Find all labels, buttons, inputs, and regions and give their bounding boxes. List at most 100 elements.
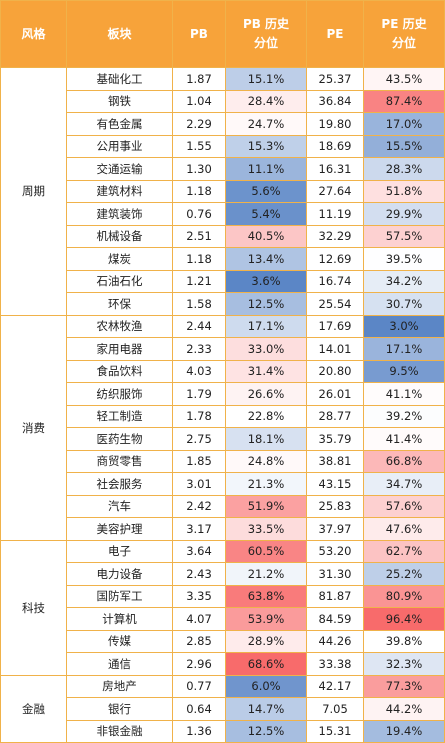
pb-cell: 3.01	[172, 472, 226, 496]
pe-cell: 27.64	[306, 179, 364, 203]
pb-cell: 4.07	[172, 607, 226, 631]
pb-percentile-cell: 12.5%	[225, 292, 307, 316]
table-row: 食品饮料 4.03 31.4% 20.80 9.5%	[1, 359, 445, 383]
pe-percentile-cell: 9.5%	[363, 359, 445, 383]
table-row: 计算机 4.07 53.9% 84.59 96.4%	[1, 607, 445, 631]
pe-percentile-cell: 34.2%	[363, 269, 445, 293]
table-row: 钢铁 1.04 28.4% 36.84 87.4%	[1, 89, 445, 113]
pb-cell: 1.87	[172, 67, 226, 91]
pb-cell: 1.36	[172, 719, 226, 743]
pb-percentile-cell: 40.5%	[225, 224, 307, 248]
header-pe: PE	[306, 0, 364, 68]
pe-percentile-cell: 28.3%	[363, 157, 445, 181]
sector-cell: 电力设备	[66, 562, 173, 586]
pb-cell: 0.76	[172, 202, 226, 226]
sector-cell: 钢铁	[66, 89, 173, 113]
pb-cell: 1.21	[172, 269, 226, 293]
sector-cell: 社会服务	[66, 472, 173, 496]
table-row: 医药生物 2.75 18.1% 35.79 41.4%	[1, 427, 445, 451]
pb-percentile-cell: 31.4%	[225, 359, 307, 383]
pe-cell: 35.79	[306, 427, 364, 451]
pe-cell: 19.80	[306, 112, 364, 136]
pe-percentile-cell: 29.9%	[363, 202, 445, 226]
pb-cell: 1.79	[172, 382, 226, 406]
pb-percentile-cell: 17.1%	[225, 314, 307, 338]
table-row: 机械设备 2.51 40.5% 32.29 57.5%	[1, 224, 445, 248]
table-row: 商贸零售 1.85 24.8% 38.81 66.8%	[1, 449, 445, 473]
table-row: 美容护理 3.17 33.5% 37.97 47.6%	[1, 517, 445, 541]
sector-cell: 家用电器	[66, 337, 173, 361]
table-row: 通信 2.96 68.6% 33.38 32.3%	[1, 652, 445, 676]
pb-cell: 3.17	[172, 517, 226, 541]
sector-cell: 通信	[66, 652, 173, 676]
pe-percentile-cell: 25.2%	[363, 562, 445, 586]
pb-cell: 2.33	[172, 337, 226, 361]
sector-cell: 计算机	[66, 607, 173, 631]
pe-percentile-cell: 43.5%	[363, 67, 445, 91]
sector-cell: 美容护理	[66, 517, 173, 541]
pb-percentile-cell: 18.1%	[225, 427, 307, 451]
pe-cell: 25.37	[306, 67, 364, 91]
table-row: 金融 房地产 0.77 6.0% 42.17 77.3%	[0, 674, 445, 743]
table-row: 煤炭 1.18 13.4% 12.69 39.5%	[1, 247, 445, 271]
pb-percentile-cell: 24.8%	[225, 449, 307, 473]
pe-percentile-cell: 32.3%	[363, 652, 445, 676]
pe-cell: 16.74	[306, 269, 364, 293]
pe-cell: 7.05	[306, 697, 364, 721]
style-group-label: 科技	[0, 539, 67, 676]
pe-percentile-cell: 62.7%	[363, 539, 445, 563]
pe-percentile-cell: 47.6%	[363, 517, 445, 541]
pe-cell: 43.15	[306, 472, 364, 496]
pe-percentile-cell: 15.5%	[363, 134, 445, 158]
style-group-label: 金融	[0, 674, 67, 743]
pb-cell: 1.58	[172, 292, 226, 316]
pe-cell: 37.97	[306, 517, 364, 541]
pe-percentile-cell: 41.1%	[363, 382, 445, 406]
pe-percentile-cell: 87.4%	[363, 89, 445, 113]
table-body: 周期 基础化工 1.87 15.1% 25.37 43.5% 钢铁 1.04 28.4% 36.8…	[0, 67, 445, 743]
header-row: 风格 板块 PB PB 历史分位 PE PE 历史分位	[0, 0, 445, 68]
sector-cell: 非银金融	[66, 719, 173, 743]
pb-percentile-cell: 28.9%	[225, 629, 307, 653]
header-sector: 板块	[66, 0, 173, 68]
pe-cell: 81.87	[306, 584, 364, 608]
table-row: 传媒 2.85 28.9% 44.26 39.8%	[1, 629, 445, 653]
pb-percentile-cell: 60.5%	[225, 539, 307, 563]
sector-cell: 交通运输	[66, 157, 173, 181]
pb-cell: 0.77	[172, 674, 226, 698]
pe-cell: 32.29	[306, 224, 364, 248]
pe-percentile-cell: 51.8%	[363, 179, 445, 203]
style-group-label: 周期	[0, 67, 67, 316]
pe-cell: 38.81	[306, 449, 364, 473]
pe-percentile-cell: 17.0%	[363, 112, 445, 136]
header-style: 风格	[0, 0, 67, 68]
pe-percentile-cell: 39.5%	[363, 247, 445, 271]
pb-percentile-cell: 26.6%	[225, 382, 307, 406]
table-row: 银行 0.64 14.7% 7.05 44.2%	[1, 697, 445, 721]
pb-percentile-cell: 68.6%	[225, 652, 307, 676]
pb-percentile-cell: 51.9%	[225, 494, 307, 518]
pe-cell: 36.84	[306, 89, 364, 113]
sector-cell: 传媒	[66, 629, 173, 653]
pb-cell: 2.29	[172, 112, 226, 136]
pe-percentile-cell: 96.4%	[363, 607, 445, 631]
pb-cell: 3.35	[172, 584, 226, 608]
header-pb: PB	[172, 0, 226, 68]
pe-percentile-cell: 44.2%	[363, 697, 445, 721]
sector-cell: 石油石化	[66, 269, 173, 293]
pb-cell: 1.18	[172, 247, 226, 271]
table-row: 建筑材料 1.18 5.6% 27.64 51.8%	[1, 179, 445, 203]
pe-percentile-cell: 30.7%	[363, 292, 445, 316]
pb-percentile-cell: 21.2%	[225, 562, 307, 586]
pb-percentile-cell: 33.0%	[225, 337, 307, 361]
pe-cell: 53.20	[306, 539, 364, 563]
table-row: 石油石化 1.21 3.6% 16.74 34.2%	[1, 269, 445, 293]
table-row: 电力设备 2.43 21.2% 31.30 25.2%	[1, 562, 445, 586]
table-row: 交通运输 1.30 11.1% 16.31 28.3%	[1, 157, 445, 181]
pe-cell: 44.26	[306, 629, 364, 653]
sector-cell: 煤炭	[66, 247, 173, 271]
sector-cell: 纺织服饰	[66, 382, 173, 406]
pb-percentile-cell: 15.1%	[225, 67, 307, 91]
pe-cell: 31.30	[306, 562, 364, 586]
